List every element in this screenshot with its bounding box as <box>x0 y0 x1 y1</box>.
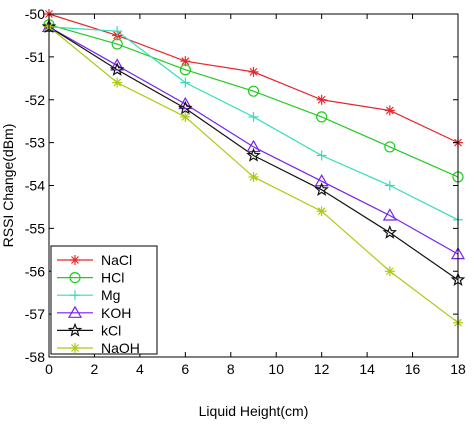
y-tick-label: -56 <box>25 263 45 279</box>
y-tick-label: -57 <box>25 306 45 322</box>
data-point-mg <box>384 180 395 191</box>
x-tick-label: 14 <box>359 361 375 377</box>
x-tick-label: 0 <box>45 361 53 377</box>
y-tick-label: -54 <box>25 178 45 194</box>
y-axis-label: RSSI Change(dBm) <box>0 124 16 248</box>
x-tick-label: 4 <box>136 361 144 377</box>
data-point-naoh <box>180 111 191 122</box>
legend-label-mg: Mg <box>101 287 120 303</box>
data-point-koh <box>110 58 125 71</box>
data-point-mg <box>248 111 259 122</box>
legend-marker-nacl <box>70 255 80 265</box>
data-point-kcl <box>314 182 329 196</box>
data-point-hcl <box>111 38 123 50</box>
legend-marker-hcl <box>69 272 81 284</box>
data-point-nacl <box>316 94 327 105</box>
data-point-hcl <box>179 64 191 76</box>
data-point-koh <box>178 96 193 110</box>
y-tick-label: -58 <box>25 349 45 365</box>
x-axis-ticks: 0 2 4 6 8 10 12 14 16 18 <box>45 14 466 377</box>
legend-marker-mg <box>70 290 80 301</box>
data-point-kcl <box>109 62 125 76</box>
data-point-naoh <box>384 266 395 277</box>
y-axis-ticks: -50 -51 -52 -53 -54 -55 -56 -57 -58 <box>25 6 458 365</box>
data-point-hcl <box>316 111 328 123</box>
data-point-naoh <box>112 77 123 88</box>
y-tick-label: -51 <box>25 49 45 65</box>
x-tick-label: 12 <box>314 361 330 377</box>
data-point-kcl <box>246 147 261 162</box>
legend-label-naoh: NaOH <box>101 340 140 356</box>
data-point-mg <box>180 77 191 88</box>
data-point-mg <box>112 26 123 37</box>
data-point-koh <box>382 208 397 221</box>
y-tick-label: -55 <box>25 220 45 236</box>
data-point-nacl <box>384 105 395 116</box>
data-point-mg <box>316 150 327 161</box>
legend-label-koh: KOH <box>101 305 131 321</box>
y-tick-label: -53 <box>25 135 45 151</box>
x-tick-label: 6 <box>181 361 189 377</box>
legend-marker-koh <box>67 305 83 318</box>
data-point-kcl <box>178 100 193 115</box>
data-point-koh <box>246 139 261 153</box>
legend-label-hcl: HCl <box>101 270 124 286</box>
x-axis-label: Liquid Height(cm) <box>199 403 309 419</box>
x-tick-label: 10 <box>268 361 284 377</box>
data-point-kcl <box>382 225 398 239</box>
data-point-nacl <box>248 66 259 77</box>
legend-marker-naoh <box>70 343 80 353</box>
legend-marker-kcl <box>67 322 83 337</box>
x-tick-label: 16 <box>405 361 421 377</box>
plot-markers <box>41 9 466 328</box>
legend-label-kcl: kCl <box>101 322 121 338</box>
data-point-hcl <box>247 85 260 97</box>
data-point-naoh <box>248 171 259 182</box>
series-line-koh <box>48 26 459 255</box>
y-tick-label: -50 <box>25 6 45 22</box>
legend-box <box>50 245 158 355</box>
legend-label-nacl: NaCl <box>101 252 132 268</box>
data-point-naoh <box>316 206 327 217</box>
x-tick-label: 2 <box>91 361 99 377</box>
x-tick-label: 18 <box>450 361 466 377</box>
data-point-koh <box>314 174 329 187</box>
y-tick-label: -52 <box>25 92 45 108</box>
series-line-hcl <box>48 24 459 178</box>
data-point-hcl <box>384 141 396 153</box>
x-tick-label: 8 <box>227 361 235 377</box>
